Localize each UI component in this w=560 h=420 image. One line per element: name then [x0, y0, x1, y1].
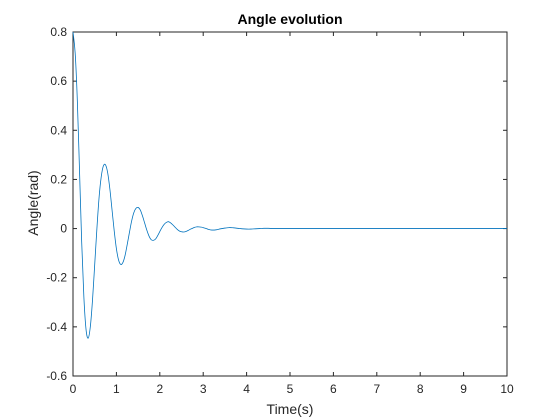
- x-axis: 0 1 2 3 4 5 6 7 8 9 10: [70, 32, 514, 396]
- x-tick-label: 3: [200, 382, 207, 396]
- x-tick-label: 7: [373, 382, 380, 396]
- x-tick-label: 0: [70, 382, 77, 396]
- series-line: [72, 31, 507, 339]
- y-tick-label: 0.4: [50, 123, 67, 137]
- y-tick-label: 0.6: [50, 74, 67, 88]
- x-tick-label: 4: [243, 382, 250, 396]
- x-tick-label: 6: [330, 382, 337, 396]
- chart-title: Angle evolution: [238, 11, 343, 27]
- y-tick-label: 0.8: [50, 25, 67, 39]
- x-axis-label: Time(s): [267, 401, 314, 417]
- plot-area: [72, 31, 508, 377]
- x-tick-label: 9: [460, 382, 467, 396]
- series-layer: [72, 31, 507, 339]
- y-tick-label: -0.2: [46, 271, 67, 285]
- y-tick-label: 0.2: [50, 172, 67, 186]
- x-tick-label: 1: [113, 382, 120, 396]
- y-axis-label: Angle(rad): [25, 170, 41, 235]
- x-tick-label: 8: [417, 382, 424, 396]
- y-tick-label: 0: [60, 222, 67, 236]
- x-tick-label: 5: [287, 382, 294, 396]
- y-tick-label: -0.6: [46, 369, 67, 383]
- y-tick-label: -0.4: [46, 320, 67, 334]
- x-tick-label: 10: [500, 382, 514, 396]
- x-tick-label: 2: [156, 382, 163, 396]
- y-axis: -0.6 -0.4 -0.2 0 0.2 0.4 0.6 0.8: [46, 25, 507, 383]
